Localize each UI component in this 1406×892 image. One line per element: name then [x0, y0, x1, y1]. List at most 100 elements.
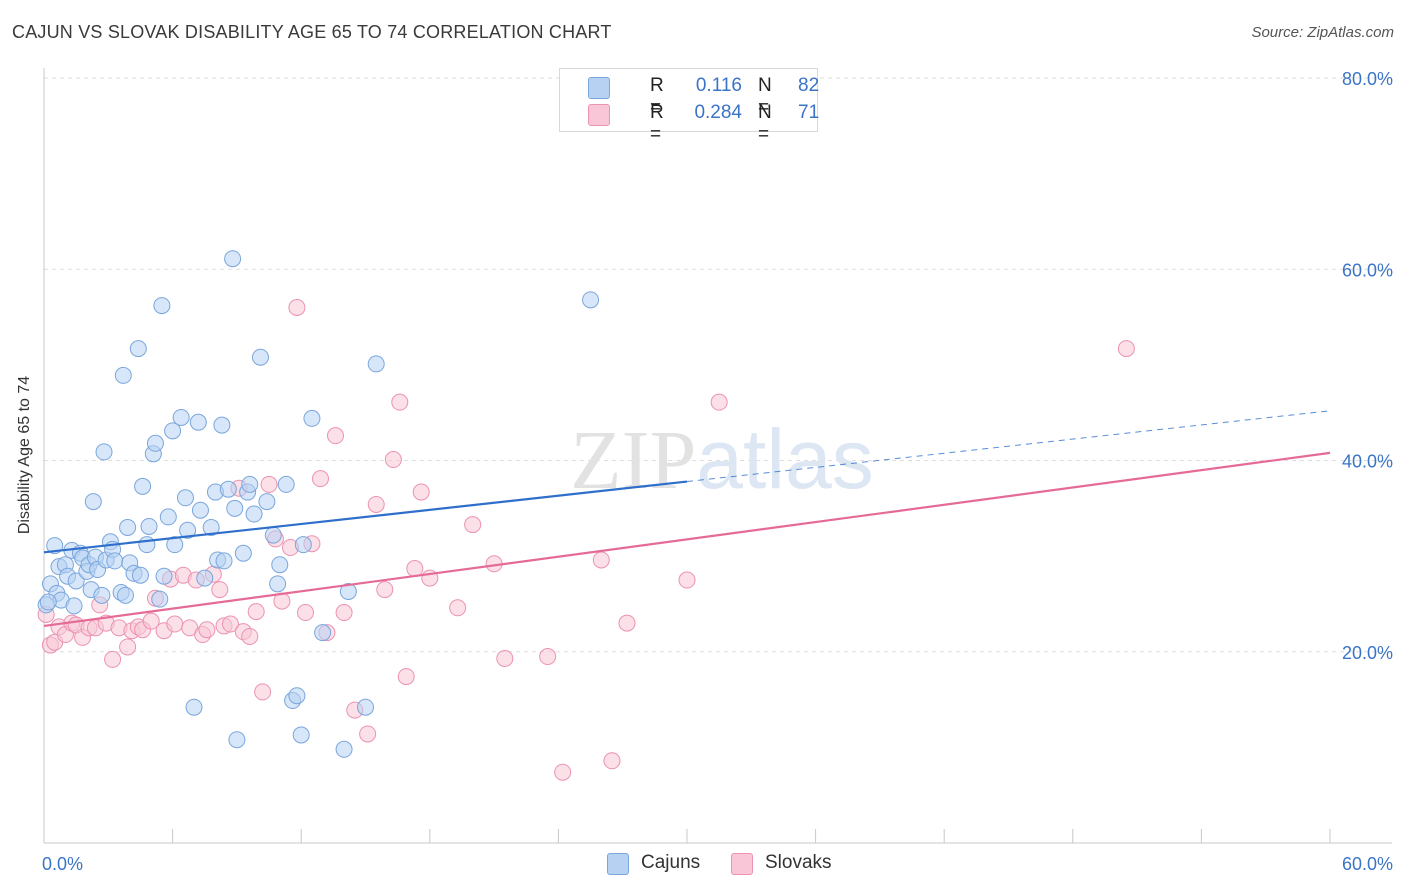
cajun-point — [288, 687, 306, 705]
n-value: 71 — [798, 102, 820, 123]
cajuns-swatch — [588, 77, 610, 99]
cajun-point — [151, 590, 169, 608]
cajun-point — [226, 499, 244, 517]
cajun-point — [164, 422, 182, 440]
slovak-point — [359, 725, 377, 743]
cajun-point — [303, 409, 321, 427]
cajun-point — [65, 597, 83, 615]
slovak-point — [198, 621, 216, 639]
r-label: R = — [650, 102, 664, 145]
cajun-point — [146, 434, 164, 452]
slovak-point — [384, 451, 402, 469]
r-value: 0.284 — [694, 102, 742, 123]
cajun-point — [67, 572, 85, 590]
cajun-point — [269, 575, 287, 593]
y-axis-label: Disability Age 65 to 74 — [16, 375, 33, 535]
cajun-point — [114, 366, 132, 384]
slovak-point — [554, 763, 572, 781]
cajun-point — [245, 505, 263, 523]
cajun-point — [172, 408, 190, 426]
cajun-point — [264, 526, 282, 544]
legend-label: Cajuns — [641, 852, 701, 873]
cajun-point — [258, 493, 276, 511]
series-legend: Cajuns Slovaks — [0, 852, 1406, 878]
legend-label: Slovaks — [765, 852, 832, 873]
slovak-point — [412, 483, 430, 501]
cajun-point — [191, 501, 209, 519]
correlation-legend: R = 0.116 N = 82 R = 0.284 N = 71 — [559, 68, 820, 145]
slovak-point — [211, 581, 229, 599]
slovak-point — [142, 612, 160, 630]
cajun-point — [582, 291, 600, 309]
slovak-point — [496, 649, 514, 667]
cajun-point — [219, 480, 237, 498]
cajun-point — [134, 477, 152, 495]
slovak-point — [104, 650, 122, 668]
slovaks-swatch — [588, 104, 610, 126]
cajun-point — [277, 475, 295, 493]
cajun-point — [140, 517, 158, 535]
slovak-point — [260, 475, 278, 493]
slovak-point — [397, 668, 415, 686]
n-label: N = — [758, 102, 772, 145]
slovak-point — [710, 393, 728, 411]
cajun-point — [153, 297, 171, 315]
source-label: Source: ZipAtlas.com — [1251, 24, 1394, 41]
r-label: R = — [650, 75, 664, 118]
cajun-point — [179, 521, 197, 539]
slovak-point — [335, 604, 353, 622]
x-tick-label: 0.0% — [42, 854, 83, 874]
slovak-point — [376, 581, 394, 599]
cajun-point — [39, 593, 57, 611]
slovak-point — [406, 560, 424, 578]
cajun-point — [335, 740, 353, 758]
n-label: N = — [758, 75, 772, 118]
y-tick-label: 60.0% — [1342, 260, 1393, 280]
slovak-point — [311, 470, 329, 488]
cajun-point — [228, 731, 246, 749]
n-value: 82 — [798, 75, 820, 96]
r-value: 0.116 — [695, 75, 742, 96]
slovak-point — [367, 495, 385, 513]
slovak-point — [592, 551, 610, 569]
cajun-point — [271, 556, 289, 574]
slovak-point — [221, 615, 239, 633]
cajun-point — [339, 583, 357, 601]
cajun-point — [155, 567, 173, 585]
y-tick-label: 40.0% — [1342, 452, 1393, 472]
cajun-point — [185, 698, 203, 716]
cajun-point — [159, 508, 177, 526]
cajuns-swatch — [607, 853, 629, 875]
cajun-point — [234, 544, 252, 562]
cajun-point — [224, 250, 242, 268]
slovak-point — [296, 604, 314, 622]
cajun-point — [138, 536, 156, 554]
cajun-point — [166, 536, 184, 554]
cajun-point — [367, 355, 385, 373]
slovak-point — [464, 516, 482, 534]
slovak-point — [326, 427, 344, 445]
slovak-point — [539, 648, 557, 666]
slovak-point — [1117, 340, 1135, 358]
slovak-point — [166, 615, 184, 633]
x-tick-label: 60.0% — [1342, 854, 1393, 874]
chart-title: CAJUN VS SLOVAK DISABILITY AGE 65 TO 74 … — [12, 22, 612, 42]
y-tick-label: 80.0% — [1342, 69, 1393, 89]
slovak-point — [618, 614, 636, 632]
slovaks-trendline — [43, 451, 1331, 628]
slovak-point — [449, 599, 467, 617]
cajun-point — [84, 493, 102, 511]
cajun-point — [292, 726, 310, 744]
cajun-point — [129, 340, 147, 358]
cajun-point — [119, 518, 137, 536]
cajun-point — [314, 624, 332, 642]
cajun-point — [95, 443, 113, 461]
slovak-point — [119, 638, 137, 656]
slovak-point — [391, 393, 409, 411]
slovak-point — [247, 603, 265, 621]
cajun-point — [202, 518, 220, 536]
cajun-point — [106, 552, 124, 570]
cajun-point — [357, 698, 374, 716]
watermark: ZIPatlas — [570, 412, 873, 507]
slovak-point — [678, 571, 696, 589]
